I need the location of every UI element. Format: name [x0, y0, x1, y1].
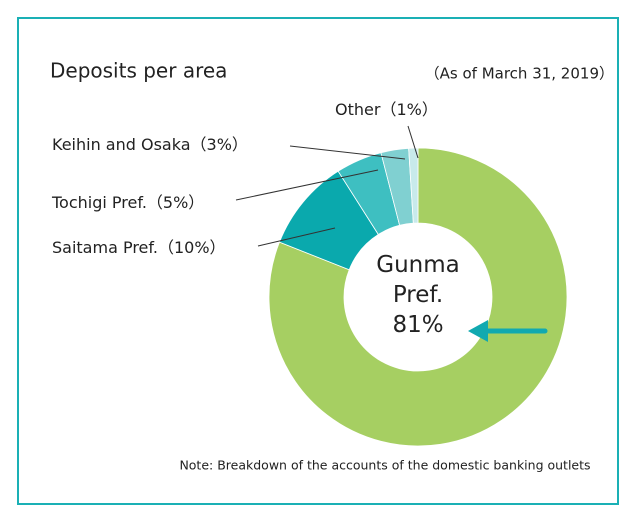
subtitle: （As of March 31, 2019）	[425, 65, 614, 83]
center-value: 81%	[392, 312, 444, 338]
slice-label: Keihin and Osaka（3%）	[52, 135, 248, 154]
slice-value: （10%）	[158, 238, 226, 257]
slice-label: Tochigi Pref.（5%）	[51, 193, 204, 212]
arrow-head	[468, 320, 488, 342]
chart-title: Deposits per area	[50, 59, 227, 83]
leader-line	[289, 145, 406, 160]
leader-line	[257, 227, 336, 247]
center-category: Gunma Pref.	[376, 252, 460, 308]
frame	[17, 17, 619, 505]
slice-category: Keihin and Osaka	[52, 135, 191, 154]
slice-value: （1%）	[380, 100, 437, 119]
slice-category: Other	[335, 100, 381, 119]
slice-category: Tochigi Pref.	[51, 193, 147, 212]
slice-category: Saitama Pref.	[52, 238, 158, 257]
slice-label: Other（1%）	[335, 100, 438, 119]
center-label: Gunma Pref. 81%	[368, 250, 468, 340]
note: Note: Breakdown of the accounts of the d…	[179, 458, 590, 473]
slice	[408, 147, 419, 224]
leader-line	[235, 169, 379, 201]
leader-line	[407, 125, 419, 159]
slice-value: （3%）	[191, 135, 248, 154]
slice-label: Saitama Pref.（10%）	[52, 238, 226, 257]
slice-value: （5%）	[147, 193, 204, 212]
